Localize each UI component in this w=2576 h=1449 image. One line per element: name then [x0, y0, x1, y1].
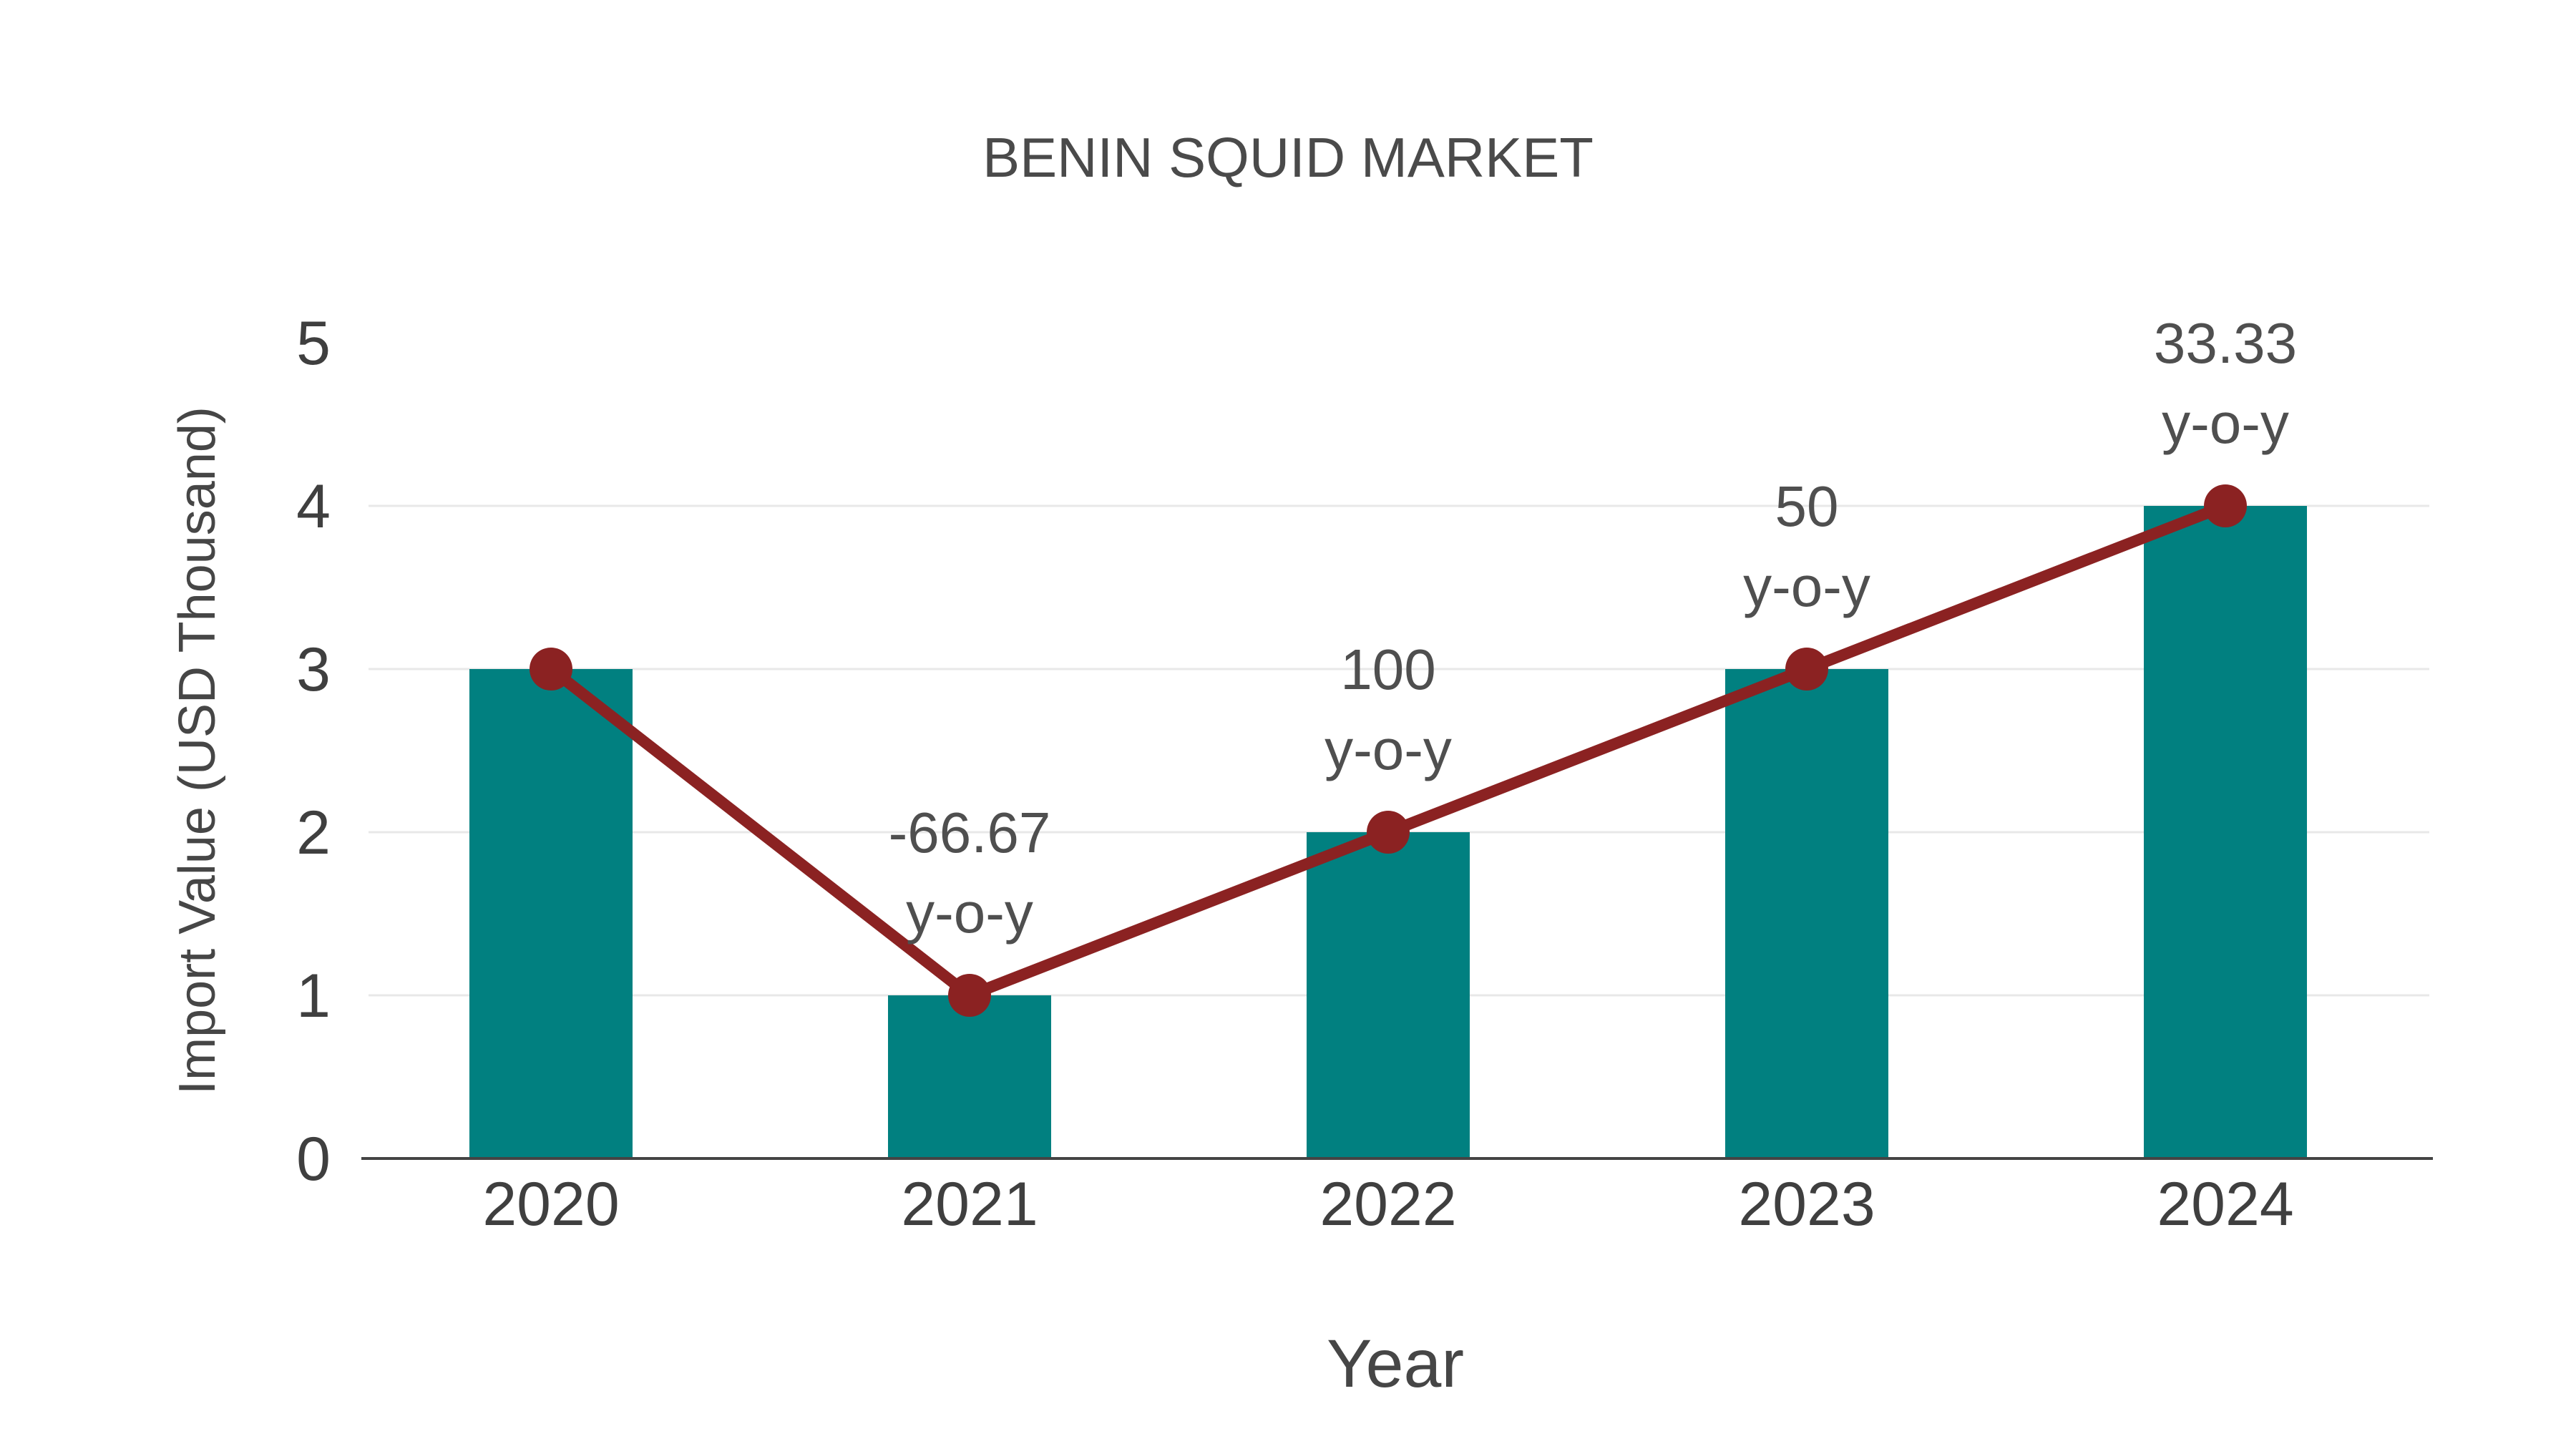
y-tick-1: 1	[296, 962, 331, 1030]
annotation-suffix-2022: y-o-y	[1324, 718, 1452, 781]
y-axis-tick-labels: 0 1 2 3 4 5	[296, 309, 331, 1194]
trend-marker-2021	[948, 974, 991, 1017]
yoy-annotations: -66.67 y-o-y 100 y-o-y 50 y-o-y 33.33 y-o-y	[889, 311, 2298, 945]
x-tick-2020: 2020	[482, 1170, 619, 1239]
y-tick-3: 3	[296, 635, 331, 704]
x-tick-2022: 2022	[1319, 1170, 1456, 1239]
bar-2023	[1725, 669, 1888, 1158]
annotation-suffix-2024: y-o-y	[2162, 391, 2289, 455]
x-axis-tick-labels: 2020 2021 2022 2023 2024	[482, 1170, 2293, 1239]
annotation-value-2021: -66.67	[889, 801, 1051, 864]
trend-line-series	[530, 484, 2247, 1017]
bar-2020	[469, 669, 633, 1158]
bar-2022	[1307, 832, 1470, 1158]
x-tick-2021: 2021	[901, 1170, 1038, 1239]
annotation-value-2024: 33.33	[2154, 311, 2297, 375]
annotation-value-2022: 100	[1340, 638, 1435, 701]
y-tick-2: 2	[296, 799, 331, 867]
trend-marker-2023	[1785, 648, 1828, 691]
y-tick-5: 5	[296, 309, 331, 378]
trend-marker-2020	[530, 648, 572, 691]
annotation-suffix-2023: y-o-y	[1743, 555, 1870, 618]
y-tick-0: 0	[296, 1125, 331, 1194]
trend-marker-2022	[1367, 811, 1410, 854]
bar-2021	[888, 995, 1051, 1158]
annotation-suffix-2021: y-o-y	[906, 881, 1033, 945]
x-tick-2024: 2024	[2157, 1170, 2293, 1239]
chart-title: BENIN SQUID MARKET	[982, 126, 1594, 189]
bar-2024	[2144, 506, 2307, 1158]
x-axis-title: Year	[1327, 1326, 1464, 1402]
y-tick-4: 4	[296, 472, 331, 541]
trend-marker-2024	[2204, 484, 2247, 527]
bar-series	[469, 506, 2307, 1158]
annotation-value-2023: 50	[1775, 474, 1839, 538]
x-tick-2023: 2023	[1738, 1170, 1875, 1239]
y-axis-title: Import Value (USD Thousand)	[169, 406, 226, 1095]
